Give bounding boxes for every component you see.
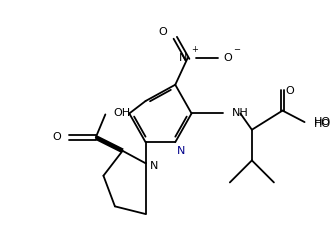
Text: HO: HO xyxy=(314,119,331,129)
Text: NH: NH xyxy=(232,108,249,119)
Text: HO: HO xyxy=(314,117,331,127)
Text: N: N xyxy=(149,161,158,171)
Text: N: N xyxy=(177,146,186,156)
Text: O: O xyxy=(223,53,232,63)
Text: O: O xyxy=(285,86,294,96)
Text: −: − xyxy=(233,45,240,54)
Text: OH: OH xyxy=(113,107,130,118)
Text: +: + xyxy=(192,45,198,54)
Text: O: O xyxy=(158,27,166,37)
Text: O: O xyxy=(53,132,61,142)
Text: N: N xyxy=(178,53,187,63)
